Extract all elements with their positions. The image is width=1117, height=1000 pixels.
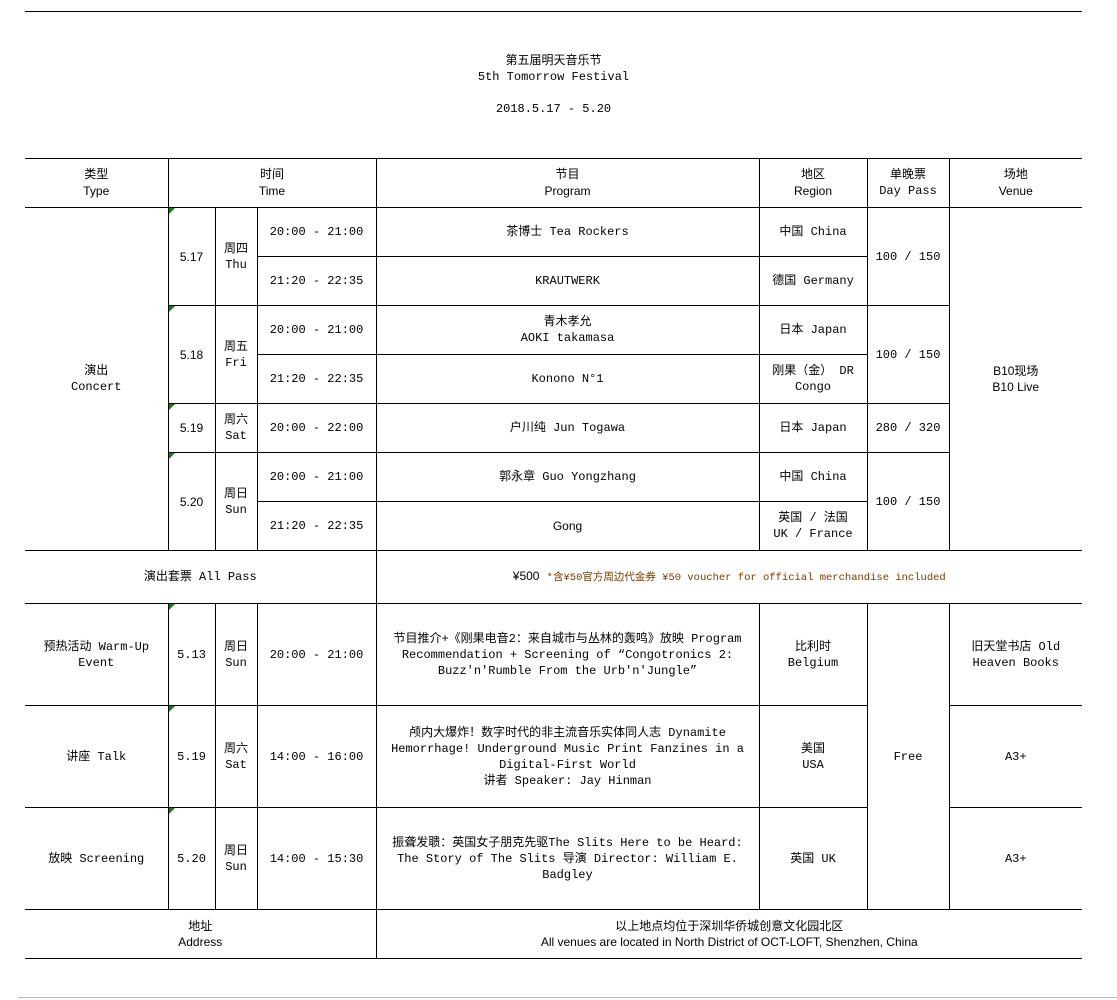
concert-venue: B10现场 B10 Live bbox=[948, 207, 1082, 551]
time-cell: 20:00 - 22:00 bbox=[256, 403, 377, 453]
region-cell: 英国 / 法国 UK / France bbox=[758, 501, 867, 551]
weekday-cell: 周日 Sun bbox=[214, 452, 258, 551]
schedule-table: 类型 Type 时间 Time 节目 Program 地区 Region 单晚票 Day … bbox=[25, 158, 1082, 959]
date-cell: 5.13 bbox=[167, 603, 216, 706]
venue-cell: 旧天堂书店 Old Heaven Books bbox=[948, 603, 1082, 706]
daypass-cell: 100 / 150 bbox=[866, 207, 950, 306]
header-program: 节目 Program bbox=[375, 158, 760, 208]
header-daypass: 单晚票 Day Pass bbox=[866, 158, 950, 208]
date-cell: 5.20 bbox=[168, 452, 216, 551]
program-cell: 振聋发聩：英国女子朋克先驱The Slits Here to be Heard:… bbox=[375, 807, 760, 910]
header-row: 类型 Type 时间 Time 节目 Program 地区 Region 单晚票 Day … bbox=[25, 158, 1082, 208]
weekday-cell: 周六 Sat bbox=[214, 403, 258, 453]
region-cell: 中国 China bbox=[758, 452, 868, 502]
program-cell: 茶博士 Tea Rockers bbox=[375, 207, 760, 257]
table-row: 放映 Screening 5.20 周日 Sun 14:00 - 15:30 振聋… bbox=[25, 807, 1082, 910]
date-cell: 5.19 bbox=[168, 403, 216, 453]
event-type: 讲座 Talk bbox=[25, 705, 169, 808]
venue-cell: A3+ bbox=[948, 705, 1082, 808]
table-row: 演出 Concert 5.17 周四 Thu 20:00 - 21:00 茶博士 T… bbox=[25, 207, 1082, 551]
time-cell: 20:00 - 21:00 bbox=[256, 207, 377, 257]
table-row: 21:20 - 22:35 KRAUTWERK 德国 Germany bbox=[25, 256, 1082, 306]
program-cell: Gong bbox=[375, 501, 760, 551]
bottom-rule bbox=[18, 997, 1117, 998]
program-cell: 郭永章 Guo Yongzhang bbox=[375, 452, 760, 502]
weekday-cell: 周四 Thu bbox=[214, 207, 258, 306]
address-row: 地址 Address 以上地点均位于深圳华侨城创意文化园北区 All venues … bbox=[25, 909, 1082, 959]
weekday-cell: 周五 Fri bbox=[214, 305, 258, 404]
daypass-cell: 280 / 320 bbox=[866, 403, 949, 453]
header-time: 时间 Time bbox=[167, 158, 377, 208]
time-cell: 21:20 - 22:35 bbox=[257, 501, 377, 551]
weekday-cell: 周日 Sun bbox=[214, 807, 258, 910]
program-cell: 颅内大爆炸！数字时代的非主流音乐实体同人志 Dynamite Hemorrhag… bbox=[375, 705, 760, 808]
program-cell: Konono N°1 bbox=[375, 354, 760, 404]
festival-dates: 2018.5.17 - 5.20 bbox=[495, 102, 612, 116]
region-cell: 德国 Germany bbox=[758, 256, 867, 306]
time-cell: 20:00 - 21:00 bbox=[256, 603, 377, 706]
table-row: 21:20 - 22:35 Gong 英国 / 法国 UK / France bbox=[25, 501, 1082, 551]
title-en: 5th Tomorrow Festival bbox=[477, 70, 630, 84]
table-row: 5.19 周六 Sat 20:00 - 22:00 户川纯 Jun Togawa … bbox=[25, 403, 1082, 453]
date-cell: 5.18 bbox=[168, 305, 216, 404]
date-cell: 5.19 bbox=[167, 705, 216, 808]
daypass-cell: 100 / 150 bbox=[866, 452, 949, 551]
region-cell: 刚果（金） DR Congo bbox=[758, 354, 867, 404]
address-value: 以上地点均位于深圳华侨城创意文化园北区 All venues are locate… bbox=[375, 909, 1082, 959]
region-cell: 美国 USA bbox=[758, 705, 868, 808]
title-cn: 第五届明天音乐节 bbox=[505, 54, 602, 68]
program-cell: 户川纯 Jun Togawa bbox=[375, 403, 760, 453]
concert-type: 演出 Concert bbox=[25, 207, 169, 551]
daypass-cell: 100 / 150 bbox=[866, 305, 949, 404]
header-type: 类型 Type bbox=[25, 158, 169, 208]
region-cell: 日本 Japan bbox=[758, 403, 868, 453]
event-type: 放映 Screening bbox=[25, 807, 169, 910]
time-cell: 14:00 - 15:30 bbox=[256, 807, 377, 910]
region-cell: 比利时 Belgium bbox=[758, 603, 868, 706]
header-venue: 场地 Venue bbox=[948, 158, 1082, 208]
time-cell: 20:00 - 21:00 bbox=[256, 452, 377, 502]
event-type: 预热活动 Warm-Up Event bbox=[25, 603, 169, 706]
allpass-price: ¥500 *含¥50官方周边代金券 ¥50 voucher for offici… bbox=[375, 550, 1082, 604]
top-rule bbox=[25, 11, 1082, 12]
date-cell: 5.17 bbox=[167, 207, 216, 306]
region-cell: 中国 China bbox=[758, 207, 868, 257]
program-cell: 节目推介+《刚果电音2：来自城市与丛林的轰鸣》放映 Program Recomm… bbox=[375, 603, 760, 706]
table-row: 5.20 周日 Sun 20:00 - 21:00 郭永章 Guo Yongzha… bbox=[25, 452, 1082, 551]
address-label: 地址 Address bbox=[25, 909, 377, 959]
allpass-label: 演出套票 All Pass bbox=[25, 550, 377, 604]
table-row: 21:20 - 22:35 Konono N°1 刚果（金） DR Congo bbox=[25, 354, 1082, 404]
time-cell: 21:20 - 22:35 bbox=[257, 354, 377, 404]
program-cell: KRAUTWERK bbox=[375, 256, 760, 306]
table-row: 讲座 Talk 5.19 周六 Sat 14:00 - 16:00 颅内大爆炸！数… bbox=[25, 705, 1082, 808]
venue-cell: A3+ bbox=[948, 807, 1082, 910]
time-cell: 14:00 - 16:00 bbox=[256, 705, 377, 808]
region-cell: 英国 UK bbox=[758, 807, 868, 910]
table-row: 5.18 周五 Fri 20:00 - 21:00 青木孝允 AOKI takama… bbox=[25, 305, 1082, 404]
header-region: 地区 Region bbox=[758, 158, 868, 208]
time-cell: 21:20 - 22:35 bbox=[257, 256, 377, 306]
weekday-cell: 周六 Sat bbox=[214, 705, 258, 808]
time-cell: 20:00 - 21:00 bbox=[256, 305, 377, 355]
events-price: Free bbox=[866, 603, 950, 910]
table-row: 预热活动 Warm-Up Event 5.13 周日 Sun 20:00 - 21… bbox=[25, 603, 1082, 910]
program-cell: 青木孝允 AOKI takamasa bbox=[375, 305, 760, 355]
allpass-row: 演出套票 All Pass ¥500 *含¥50官方周边代金券 ¥50 vouc… bbox=[25, 550, 1082, 604]
region-cell: 日本 Japan bbox=[758, 305, 868, 355]
weekday-cell: 周日 Sun bbox=[214, 603, 258, 706]
date-cell: 5.20 bbox=[167, 807, 216, 910]
